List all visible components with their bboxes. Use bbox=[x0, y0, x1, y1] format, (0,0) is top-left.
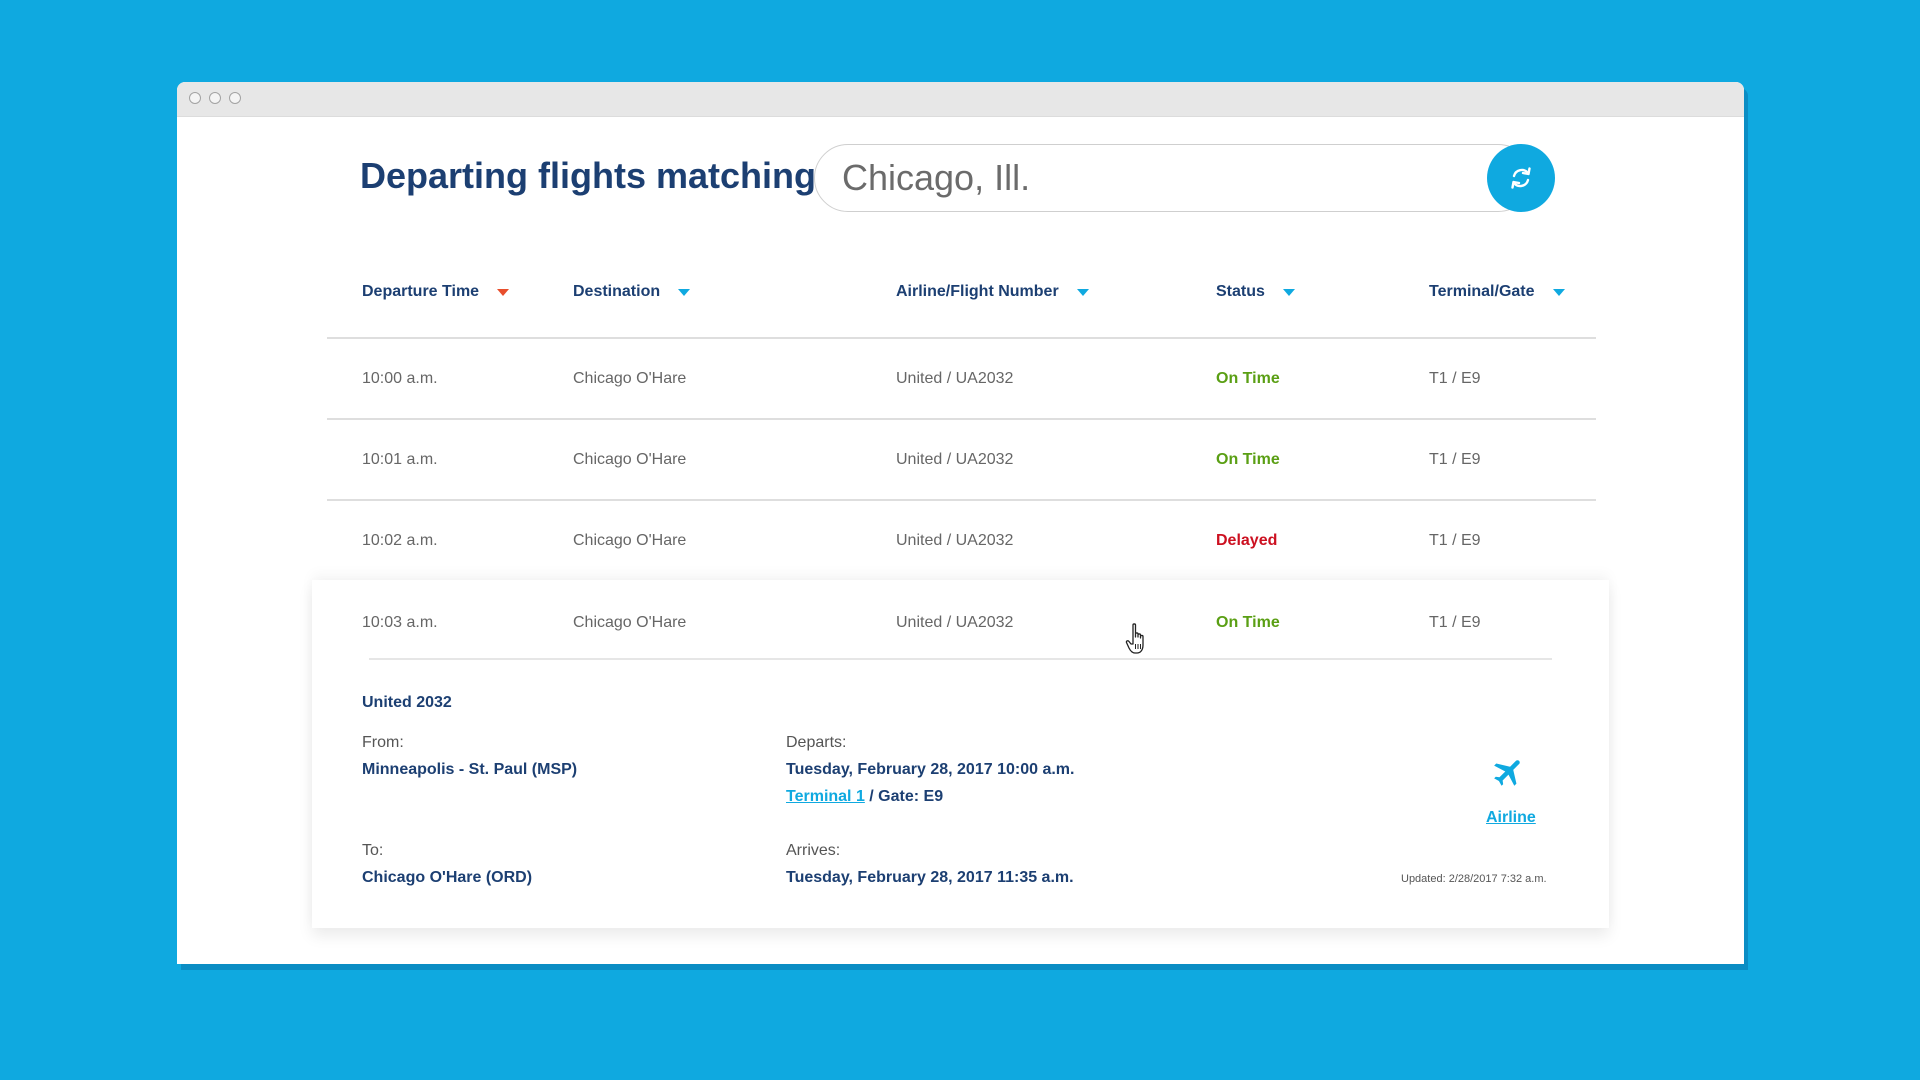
status-cell: On Time bbox=[1216, 370, 1280, 387]
departure-time-cell: 10:02 a.m. bbox=[362, 532, 438, 549]
table-row[interactable]: 10:00 a.m. Chicago O'Hare United / UA203… bbox=[327, 339, 1594, 419]
terminal-gate-cell: T1 / E9 bbox=[1429, 614, 1481, 631]
expanded-flight-card bbox=[312, 580, 1609, 928]
departs-value: Tuesday, February 28, 2017 10:00 a.m. bbox=[786, 761, 1075, 778]
hand-cursor-icon bbox=[1125, 623, 1144, 654]
flight-number-cell: United / UA2032 bbox=[896, 451, 1014, 468]
terminal-gate-cell: T1 / E9 bbox=[1429, 370, 1481, 387]
terminal-gate-cell: T1 / E9 bbox=[1429, 451, 1481, 468]
column-header-status[interactable]: Status bbox=[1216, 283, 1295, 301]
table-row-expanded[interactable]: 10:03 a.m. Chicago O'Hare United / UA203… bbox=[327, 583, 1594, 663]
row-divider bbox=[327, 499, 1596, 501]
departure-time-cell: 10:01 a.m. bbox=[362, 451, 438, 468]
arrives-label: Arrives: bbox=[786, 842, 841, 859]
header-divider bbox=[327, 337, 1596, 339]
destination-cell: Chicago O'Hare bbox=[573, 370, 687, 387]
window-minimize-button[interactable] bbox=[209, 92, 221, 104]
destination-cell: Chicago O'Hare bbox=[573, 451, 687, 468]
sort-caret-icon bbox=[1552, 288, 1565, 296]
table-row[interactable]: 10:01 a.m. Chicago O'Hare United / UA203… bbox=[327, 420, 1594, 500]
column-header-terminal-gate[interactable]: Terminal/Gate bbox=[1429, 283, 1565, 301]
details-divider bbox=[369, 658, 1552, 660]
search-input[interactable] bbox=[842, 154, 1442, 202]
sort-caret-icon bbox=[1282, 288, 1295, 296]
terminal-link[interactable]: Terminal 1 bbox=[786, 788, 865, 805]
updated-timestamp: Updated: 2/28/2017 7:32 a.m. bbox=[1401, 873, 1547, 885]
terminal-gate-cell: T1 / E9 bbox=[1429, 532, 1481, 549]
column-header-flight-number[interactable]: Airline/Flight Number bbox=[896, 283, 1089, 301]
to-label: To: bbox=[362, 842, 384, 859]
page-title: Departing flights matching: bbox=[360, 155, 828, 196]
arrives-value: Tuesday, February 28, 2017 11:35 a.m. bbox=[786, 869, 1074, 886]
title-bar bbox=[177, 82, 1744, 117]
flight-number-cell: United / UA2032 bbox=[896, 614, 1014, 631]
from-label: From: bbox=[362, 734, 404, 751]
airline-link[interactable]: Airline bbox=[1486, 809, 1536, 826]
column-header-departure-time[interactable]: Departure Time bbox=[362, 283, 510, 301]
column-header-label: Status bbox=[1216, 283, 1265, 300]
departure-time-cell: 10:00 a.m. bbox=[362, 370, 438, 387]
table-row[interactable]: 10:02 a.m. Chicago O'Hare United / UA203… bbox=[327, 501, 1594, 581]
window-close-button[interactable] bbox=[189, 92, 201, 104]
sort-caret-icon bbox=[1076, 288, 1089, 296]
flight-number-cell: United / UA2032 bbox=[896, 532, 1014, 549]
from-value: Minneapolis - St. Paul (MSP) bbox=[362, 761, 578, 778]
column-header-label: Destination bbox=[573, 283, 661, 300]
flight-detail-title: United 2032 bbox=[362, 694, 452, 711]
row-divider bbox=[327, 418, 1596, 420]
search-box[interactable] bbox=[814, 144, 1532, 212]
airplane-icon bbox=[1494, 760, 1520, 786]
terminal-gate-detail: Terminal 1 / Gate: E9 bbox=[786, 788, 943, 806]
destination-cell: Chicago O'Hare bbox=[573, 614, 687, 631]
destination-cell: Chicago O'Hare bbox=[573, 532, 687, 549]
column-header-label: Terminal/Gate bbox=[1429, 283, 1535, 300]
window-maximize-button[interactable] bbox=[229, 92, 241, 104]
page-content: Departing flights matching: Departure Ti… bbox=[177, 82, 1744, 964]
status-cell: Delayed bbox=[1216, 532, 1278, 549]
to-value: Chicago O'Hare (ORD) bbox=[362, 869, 533, 886]
departs-label: Departs: bbox=[786, 734, 847, 751]
gate-text: / Gate: E9 bbox=[864, 788, 944, 805]
status-cell: On Time bbox=[1216, 614, 1280, 631]
column-header-label: Airline/Flight Number bbox=[896, 283, 1059, 300]
refresh-icon bbox=[1511, 167, 1531, 189]
flight-number-cell: United / UA2032 bbox=[896, 370, 1014, 387]
departure-time-cell: 10:03 a.m. bbox=[362, 614, 438, 631]
column-header-label: Departure Time bbox=[362, 283, 480, 300]
sort-caret-icon bbox=[678, 288, 691, 296]
column-header-destination[interactable]: Destination bbox=[573, 283, 691, 301]
status-cell: On Time bbox=[1216, 451, 1280, 468]
sort-caret-icon bbox=[497, 288, 510, 296]
refresh-button[interactable] bbox=[1487, 144, 1555, 212]
